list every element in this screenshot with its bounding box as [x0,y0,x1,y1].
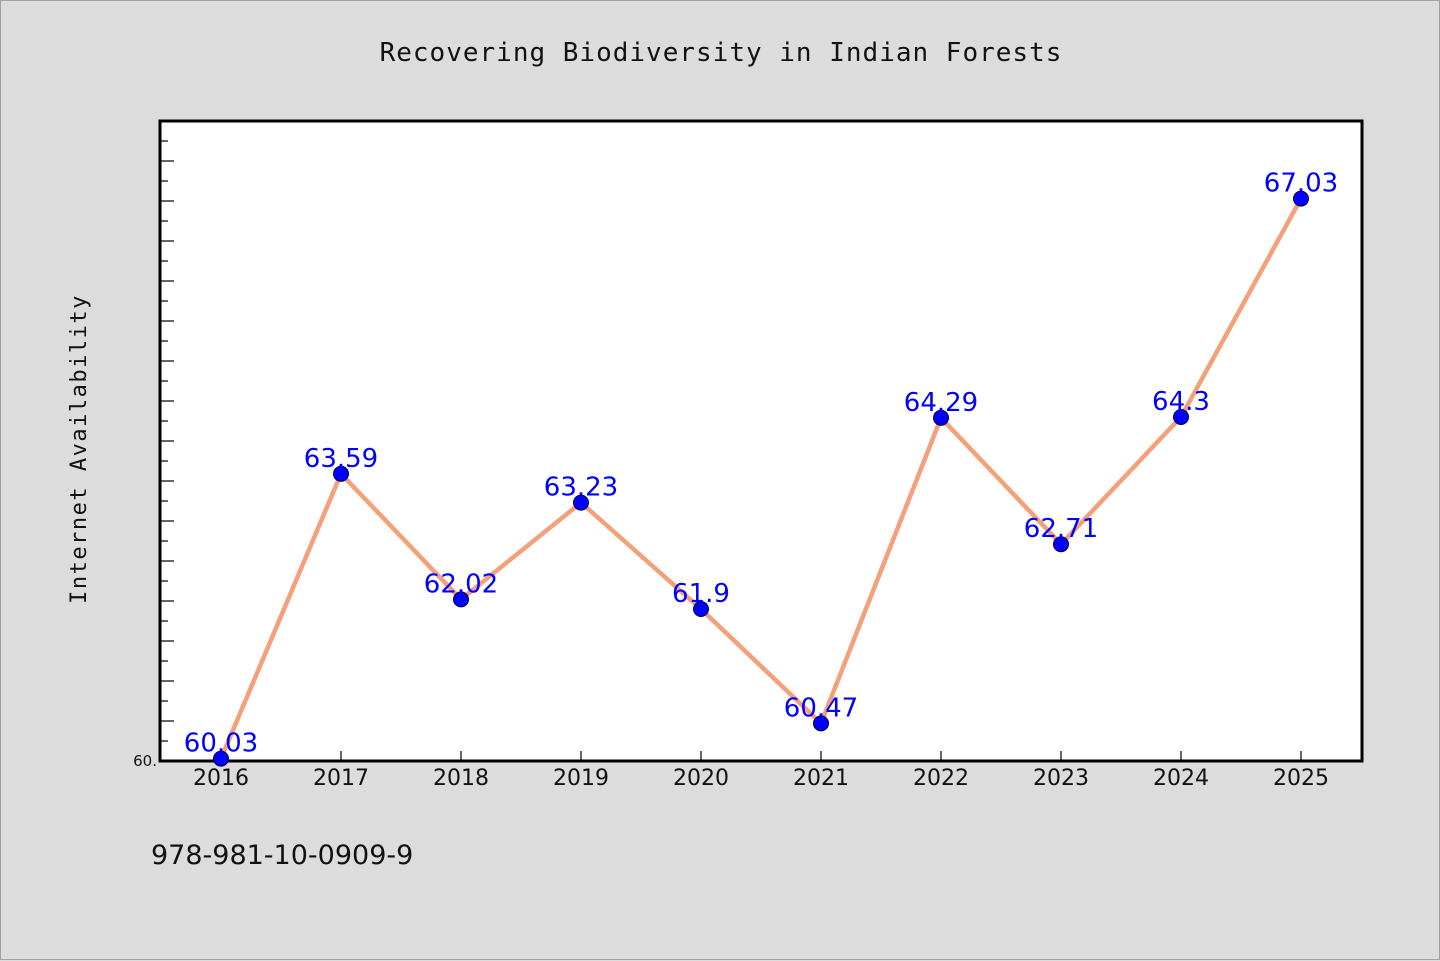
data-label: 62.71 [1024,514,1098,544]
data-point [1293,190,1309,207]
data-label: 61.9 [672,579,730,609]
x-tick-label: 2017 [313,766,369,791]
x-tick-label: 2024 [1153,766,1209,791]
data-label: 60.03 [184,729,258,759]
data-label: 64.3 [1152,387,1210,417]
data-point [1173,409,1189,425]
data-point [933,409,949,426]
data-label: 64.29 [904,388,978,418]
data-label: 63.23 [544,473,618,503]
x-tick-label: 2020 [673,766,729,791]
x-tick-label: 2025 [1273,766,1329,791]
data-point [1053,536,1069,553]
data-label: 60.47 [784,693,858,723]
data-label: 67.03 [1264,169,1338,199]
data-point [813,715,829,732]
series-line [218,197,1303,760]
data-point [693,601,709,617]
chart-title: Recovering Biodiversity in Indian Forest… [380,38,1063,68]
y-axis-label: Internet Availability [67,294,92,604]
x-tick-label: 2016 [193,766,249,791]
data-label: 62.02 [424,569,498,599]
isbn-footer: 978-981-10-0909-9 [151,840,413,871]
x-tick-label: 2022 [913,766,969,791]
data-point [333,465,349,482]
x-tick-label: 2018 [433,766,489,791]
data-label: 63.59 [304,444,378,474]
plot-area [158,119,1364,763]
x-tick-label: 2021 [793,766,849,791]
x-tick-label: 2019 [553,766,609,791]
data-series: 60.03 63.59 62.02 63.23 61.9 60.47 64.29 62.71 6… [184,169,1338,767]
data-point [573,494,589,511]
y-axis-ticks: 60. [133,140,174,770]
x-tick-label: 2023 [1033,766,1089,791]
y-tick-label: 60. [133,752,157,770]
x-axis-ticks: 2016 2017 2018 2019 2020 2021 2022 2023 2024 2025 [193,751,1329,791]
data-point [213,750,229,767]
data-point [453,591,469,608]
